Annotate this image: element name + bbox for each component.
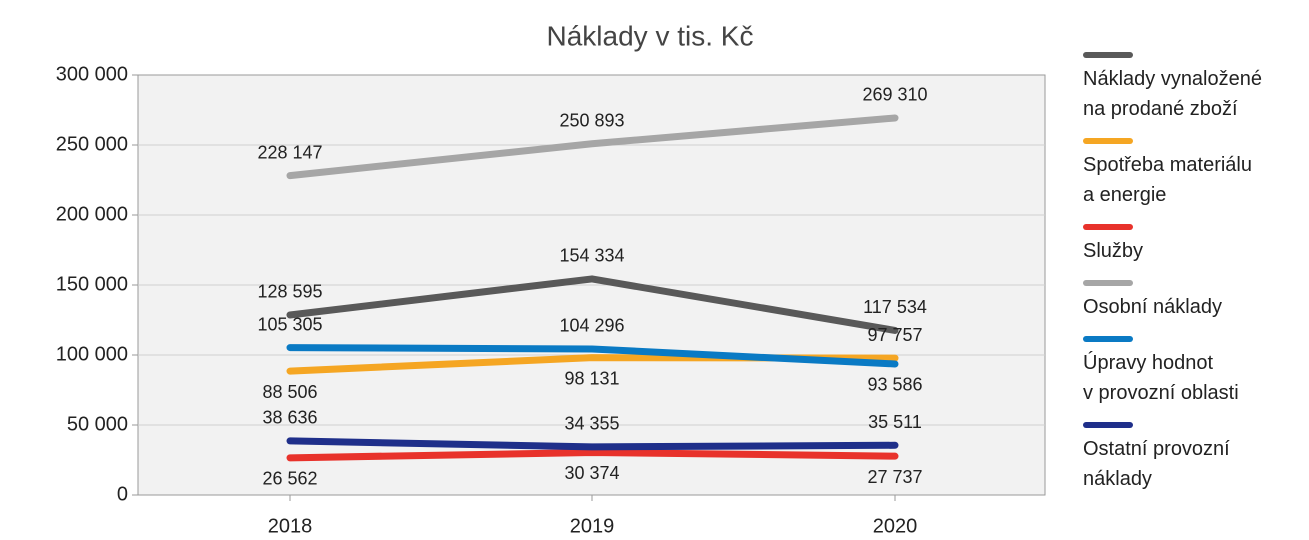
data-label: 105 305 <box>257 314 322 334</box>
legend-swatch <box>1083 336 1133 342</box>
y-tick-label: 250 000 <box>56 133 128 155</box>
legend-swatch <box>1083 422 1133 428</box>
series-line <box>286 448 899 462</box>
legend-label: Služby <box>1083 240 1144 262</box>
legend-swatch <box>1083 280 1133 286</box>
legend-label: Náklady vynaložené na prodané zboží <box>1083 68 1262 120</box>
data-label: 117 534 <box>863 297 927 317</box>
legend-swatch <box>1083 52 1133 58</box>
data-label: 154 334 <box>559 246 624 266</box>
data-label: 30 374 <box>564 463 619 483</box>
y-tick-label: 0 <box>117 483 128 505</box>
legend-swatch <box>1083 224 1133 230</box>
legend-entry: Osobní náklady <box>1083 280 1309 322</box>
series-line <box>286 114 899 180</box>
legend: Náklady vynaložené na prodané zboží Spotř… <box>1083 52 1309 508</box>
x-tick-label: 2019 <box>570 515 615 537</box>
data-label: 104 296 <box>559 316 624 336</box>
data-label: 250 893 <box>559 110 624 130</box>
legend-label: Úpravy hodnot v provozní oblasti <box>1083 352 1239 404</box>
series-line <box>286 275 899 334</box>
data-label: 26 562 <box>262 469 317 489</box>
data-label: 93 586 <box>867 375 922 395</box>
legend-entry: Spotřeba materiálu a energie <box>1083 138 1309 210</box>
x-tick-label: 2018 <box>268 515 313 537</box>
chart-title: Náklady v tis. Kč <box>547 20 754 51</box>
y-tick-label: 200 000 <box>56 203 128 225</box>
legend-entry: Služby <box>1083 224 1309 266</box>
data-label: 228 147 <box>257 142 322 162</box>
data-label: 128 595 <box>257 282 322 302</box>
y-tick-label: 300 000 <box>56 63 128 85</box>
data-label: 98 131 <box>564 368 619 388</box>
legend-entry: Náklady vynaložené na prodané zboží <box>1083 52 1309 124</box>
data-label: 88 506 <box>262 382 317 402</box>
legend-label: Osobní náklady <box>1083 296 1222 318</box>
legend-label: Spotřeba materiálu a energie <box>1083 154 1252 206</box>
y-tick-label: 150 000 <box>56 273 128 295</box>
data-label: 34 355 <box>564 414 619 434</box>
series-line <box>286 344 899 368</box>
x-tick-label: 2020 <box>873 515 918 537</box>
legend-entry: Úpravy hodnot v provozní oblasti <box>1083 336 1309 408</box>
data-label: 35 511 <box>868 412 922 432</box>
legend-entry: Ostatní provozní náklady <box>1083 422 1309 494</box>
data-label: 38 636 <box>262 408 317 428</box>
data-label: 269 310 <box>862 85 927 105</box>
legend-label: Ostatní provozní náklady <box>1083 438 1230 490</box>
legend-swatch <box>1083 138 1133 144</box>
y-tick-label: 100 000 <box>56 343 128 365</box>
data-label: 97 757 <box>867 325 922 345</box>
series-line <box>286 437 899 451</box>
data-label: 27 737 <box>867 467 922 487</box>
y-tick-label: 50 000 <box>67 413 128 435</box>
